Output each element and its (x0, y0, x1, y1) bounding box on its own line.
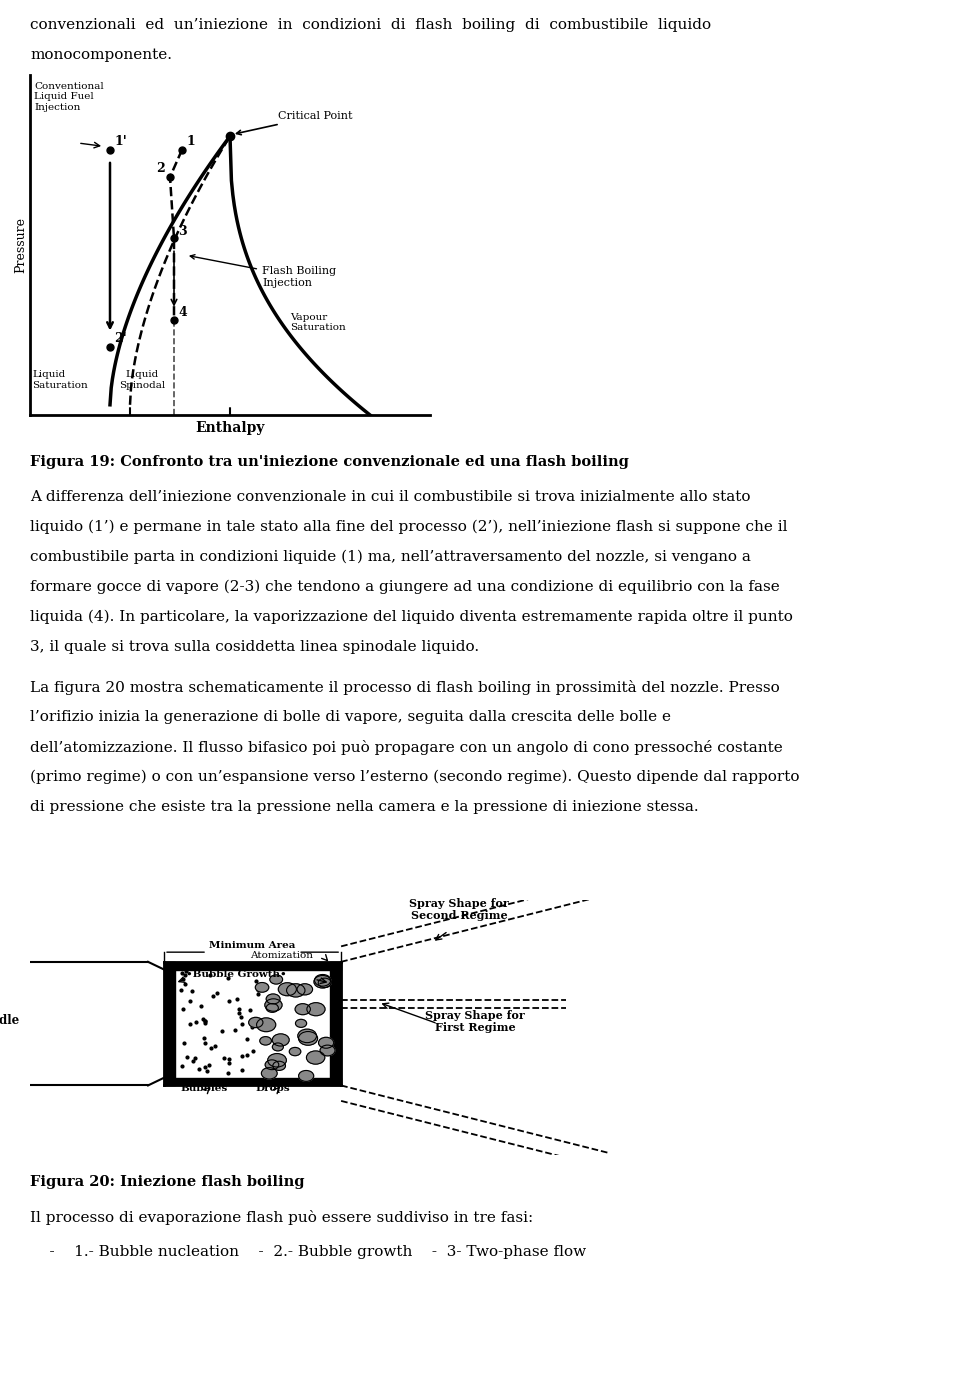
Circle shape (270, 974, 282, 984)
Text: Spray Shape for
Second Regime: Spray Shape for Second Regime (409, 898, 509, 922)
Text: Flash Boiling
Injection: Flash Boiling Injection (190, 254, 336, 288)
Circle shape (287, 984, 305, 997)
Circle shape (278, 983, 297, 995)
Circle shape (295, 1004, 310, 1015)
Circle shape (307, 1002, 325, 1016)
Text: Figura 20: Iniezione flash boiling: Figura 20: Iniezione flash boiling (30, 1175, 304, 1188)
Text: 3, il quale si trova sulla cosiddetta linea spinodale liquido.: 3, il quale si trova sulla cosiddetta li… (30, 639, 479, 655)
Circle shape (306, 1051, 324, 1065)
Circle shape (297, 984, 313, 995)
Text: 2: 2 (156, 161, 165, 175)
Circle shape (255, 983, 269, 992)
X-axis label: Enthalpy: Enthalpy (195, 421, 265, 435)
Text: 1': 1' (114, 135, 127, 147)
Text: Il processo di evaporazione flash può essere suddiviso in tre fasi:: Il processo di evaporazione flash può es… (30, 1211, 533, 1225)
Text: •Bubble Growth•: •Bubble Growth• (185, 970, 286, 980)
Text: 2': 2' (114, 332, 127, 345)
Text: 4: 4 (178, 306, 187, 320)
Circle shape (266, 994, 280, 1004)
Text: monocomponente.: monocomponente. (30, 49, 172, 63)
Circle shape (273, 1034, 289, 1047)
Text: liquida (4). In particolare, la vaporizzazione del liquido diventa estremamente : liquida (4). In particolare, la vaporizz… (30, 610, 793, 624)
Circle shape (314, 976, 331, 988)
Y-axis label: Pressure: Pressure (14, 217, 27, 272)
Circle shape (315, 974, 331, 986)
Text: (primo regime) o con un’espansione verso l’esterno (secondo regime). Questo dipe: (primo regime) o con un’espansione verso… (30, 770, 800, 784)
Text: Minimum Area: Minimum Area (209, 941, 296, 951)
Circle shape (296, 1019, 306, 1027)
Circle shape (319, 1037, 334, 1048)
Text: convenzionali  ed  un’iniezione  in  condizioni  di  flash  boiling  di  combust: convenzionali ed un’iniezione in condizi… (30, 18, 711, 32)
Circle shape (289, 1048, 300, 1056)
Circle shape (320, 1045, 335, 1056)
Text: Liquid
Spinodal: Liquid Spinodal (119, 370, 165, 389)
Text: Liquid
Saturation: Liquid Saturation (32, 370, 87, 389)
Circle shape (299, 1031, 318, 1045)
Text: 1: 1 (186, 135, 195, 147)
Text: La figura 20 mostra schematicamente il processo di flash boiling in prossimità d: La figura 20 mostra schematicamente il p… (30, 680, 780, 695)
Text: 3: 3 (178, 225, 186, 238)
Text: Drops: Drops (255, 1084, 290, 1094)
Text: Atomization: Atomization (250, 951, 313, 960)
Text: -    1.- Bubble nucleation    -  2.- Bubble growth    -  3- Two-phase flow: - 1.- Bubble nucleation - 2.- Bubble gro… (30, 1245, 587, 1259)
Text: l’orifizio inizia la generazione di bolle di vapore, seguita dalla crescita dell: l’orifizio inizia la generazione di boll… (30, 710, 671, 724)
Text: liquido (1’) e permane in tale stato alla fine del processo (2’), nell’iniezione: liquido (1’) e permane in tale stato all… (30, 520, 787, 534)
Text: Conventional
Liquid Fuel
Injection: Conventional Liquid Fuel Injection (34, 82, 104, 111)
Circle shape (298, 1029, 317, 1042)
Text: Needle: Needle (0, 1013, 19, 1027)
Text: dell’atomizzazione. Il flusso bifasico poi può propagare con un angolo di cono p: dell’atomizzazione. Il flusso bifasico p… (30, 739, 782, 755)
Text: formare gocce di vapore (2-3) che tendono a giungere ad una condizione di equili: formare gocce di vapore (2-3) che tendon… (30, 580, 780, 595)
Circle shape (260, 1037, 272, 1045)
Text: Figura 19: Confronto tra un'iniezione convenzionale ed una flash boiling: Figura 19: Confronto tra un'iniezione co… (30, 455, 629, 468)
Circle shape (261, 1068, 277, 1079)
Text: Vapour
Saturation: Vapour Saturation (290, 313, 346, 332)
Text: A differenza dell’iniezione convenzionale in cui il combustibile si trova inizia: A differenza dell’iniezione convenzional… (30, 491, 751, 505)
Text: Spray Shape for
First Regime: Spray Shape for First Regime (425, 1009, 525, 1033)
Circle shape (265, 999, 282, 1012)
Circle shape (273, 1042, 283, 1051)
Circle shape (299, 1070, 314, 1081)
Circle shape (266, 1004, 278, 1012)
Circle shape (273, 1061, 285, 1070)
Text: di pressione che esiste tra la pressione nella camera e la pressione di iniezion: di pressione che esiste tra la pressione… (30, 801, 699, 815)
Circle shape (249, 1017, 263, 1027)
Text: Bubbles: Bubbles (180, 1084, 228, 1094)
Text: combustibile parta in condizioni liquide (1) ma, nell’attraversamento del nozzle: combustibile parta in condizioni liquide… (30, 550, 751, 564)
Circle shape (265, 1059, 278, 1070)
Circle shape (256, 1017, 276, 1031)
Circle shape (318, 979, 331, 987)
Circle shape (268, 1054, 286, 1068)
Text: Critical Point: Critical Point (236, 111, 352, 135)
